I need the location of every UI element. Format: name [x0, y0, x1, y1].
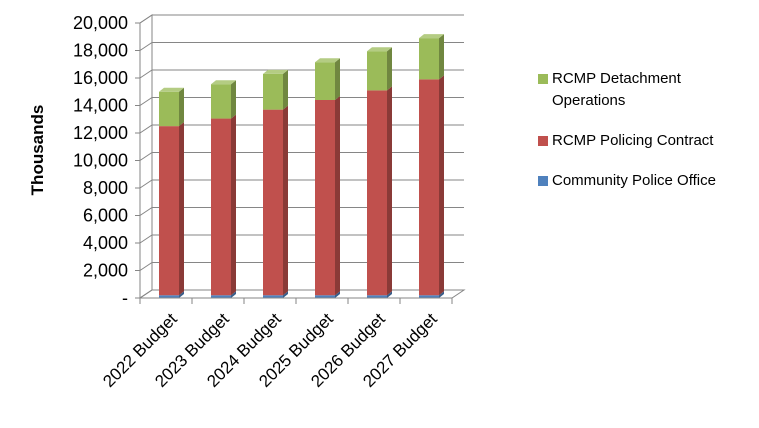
- y-axis-title: Thousands: [28, 105, 47, 196]
- chart-walls: [138, 14, 466, 299]
- bar-segment: [159, 291, 184, 298]
- bar-segment: [419, 75, 444, 296]
- y-tick-label: 2,000: [83, 261, 128, 281]
- legend-swatch: [538, 136, 548, 146]
- bar-group: [159, 34, 444, 298]
- bar-segment: [263, 291, 288, 298]
- bar-segment: [419, 291, 444, 298]
- gridline: [139, 124, 464, 134]
- legend-label: Community Police Office: [552, 172, 716, 189]
- bar-segment: [263, 105, 288, 296]
- legend-item: RCMP Detachment Operations: [538, 68, 753, 112]
- gridline: [139, 97, 464, 106]
- y-tick-label: 6,000: [83, 206, 128, 226]
- y-tick-label: -: [122, 288, 128, 308]
- legend-swatch: [538, 74, 548, 84]
- y-tick-label: 4,000: [83, 233, 128, 253]
- legend-label: RCMP Policing Contract: [552, 132, 714, 149]
- bar-segment: [419, 34, 444, 80]
- legend-item: Community Police Office: [538, 170, 753, 192]
- bar-segment: [367, 291, 392, 298]
- gridline: [139, 14, 464, 24]
- legend-swatch: [538, 176, 548, 186]
- bar-segment: [159, 87, 184, 127]
- gridline: [139, 179, 464, 189]
- bar-segment: [211, 114, 236, 296]
- bar-segment: [211, 291, 236, 298]
- y-tick-label: 8,000: [83, 178, 128, 198]
- gridline: [139, 289, 464, 299]
- gridline: [139, 152, 464, 161]
- y-tick-label: 20,000: [73, 13, 128, 33]
- gridline: [139, 262, 464, 271]
- y-tick-label: 10,000: [73, 151, 128, 171]
- y-tick-label: 14,000: [73, 96, 128, 116]
- bar-segment: [315, 291, 340, 298]
- chart-floor: [138, 289, 466, 299]
- legend-label: RCMP Detachment Operations: [552, 70, 681, 109]
- y-tick-label: 18,000: [73, 41, 128, 61]
- gridline: [139, 234, 464, 244]
- bar-segment: [315, 96, 340, 296]
- legend-item: RCMP Policing Contract: [538, 130, 753, 152]
- bar-segment: [367, 47, 392, 91]
- y-tick-label: 16,000: [73, 68, 128, 88]
- gridline: [139, 42, 464, 51]
- gridlines: [139, 14, 464, 299]
- y-axis-ticks: - 2,000 4,000 6,000 8,000 10,000 12,000 14,000 1…: [73, 13, 452, 308]
- bar-segment: [263, 69, 288, 110]
- y-tick-label: 12,000: [73, 123, 128, 143]
- gridline: [139, 69, 464, 79]
- chart-legend: RCMP Detachment Operations RCMP Policing …: [538, 68, 753, 210]
- bar-segment: [159, 122, 184, 296]
- bar-segment: [211, 80, 236, 119]
- bar-segment: [315, 58, 340, 100]
- gridline: [139, 207, 464, 216]
- bar-segment: [367, 86, 392, 296]
